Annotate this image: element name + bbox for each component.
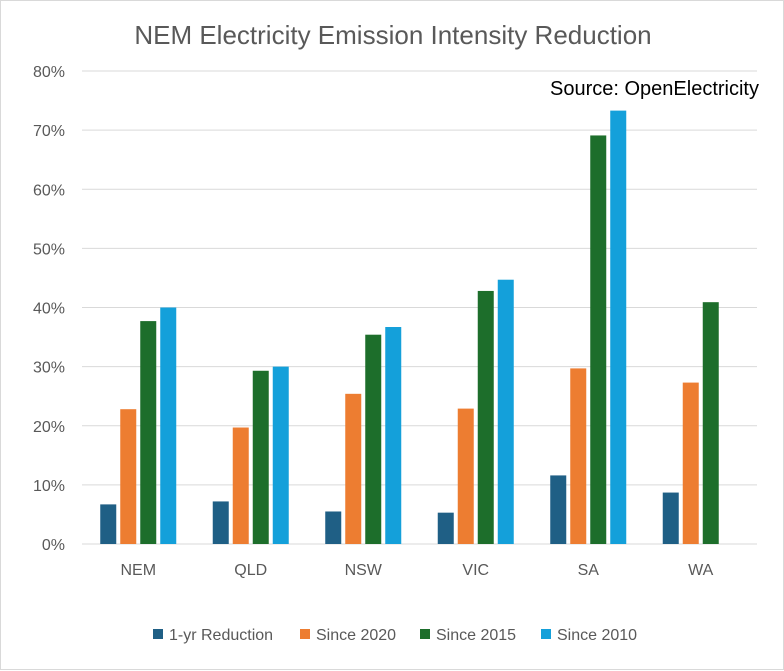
tick-labels: 0% 10% 20% 30% 40% 50% 60% 70% 80% NEM QLD NSW VIC SA…	[33, 64, 714, 579]
legend-item: Since 2015	[420, 627, 516, 644]
bar-sa-since-2015	[590, 135, 607, 545]
bar-vic-since-2020	[457, 408, 474, 544]
y-tick-label: 20%	[33, 419, 65, 436]
bar-nem-since-2015	[140, 321, 157, 544]
bar-qld-since-2020	[232, 427, 249, 544]
bar-nsw-since-2015	[365, 334, 382, 544]
legend-item: Since 2020	[300, 627, 396, 644]
bar-qld-since-2015	[252, 370, 269, 544]
y-tick-label: 70%	[33, 123, 65, 140]
legend: 1-yr Reduction Since 2020 Since 2015 Since …	[153, 627, 637, 644]
bar-nsw-since-2020	[345, 393, 362, 544]
y-tick-label: 10%	[33, 478, 65, 495]
y-tick-label: 30%	[33, 360, 65, 377]
x-tick-label: NEM	[120, 562, 156, 579]
legend-item: Since 2010	[541, 627, 637, 644]
bar-vic-since-2015	[477, 290, 494, 544]
y-tick-label: 50%	[33, 241, 65, 258]
legend-swatch	[420, 629, 430, 639]
bar-nem-since-2020	[120, 409, 137, 544]
y-tick-label: 40%	[33, 301, 65, 318]
x-tick-label: WA	[688, 562, 714, 579]
bar-wa-since-2015	[702, 302, 719, 544]
x-tick-label: NSW	[345, 562, 383, 579]
bar-qld-1-yr-reduction	[212, 501, 229, 544]
y-tick-label: 80%	[33, 64, 65, 81]
legend-label: Since 2015	[436, 627, 516, 644]
bar-qld-since-2010	[272, 366, 289, 544]
legend-label: 1-yr Reduction	[169, 627, 273, 644]
x-tick-label: SA	[578, 562, 600, 579]
y-tick-label: 0%	[42, 537, 65, 554]
x-tick-label: QLD	[234, 562, 267, 579]
bar-nsw-since-2010	[385, 327, 402, 544]
gridlines	[82, 70, 757, 545]
bar-vic-1-yr-reduction	[437, 512, 454, 544]
bar-nem-1-yr-reduction	[100, 504, 117, 544]
legend-item: 1-yr Reduction	[153, 627, 273, 644]
legend-swatch	[153, 629, 163, 639]
chart-title: NEM Electricity Emission Intensity Reduc…	[134, 20, 651, 50]
legend-swatch	[541, 629, 551, 639]
bar-sa-1-yr-reduction	[550, 475, 567, 544]
source-annotation: Source: OpenElectricity	[550, 78, 759, 100]
legend-label: Since 2010	[557, 627, 637, 644]
y-tick-label: 60%	[33, 182, 65, 199]
bar-wa-since-2020	[682, 382, 699, 544]
bar-sa-since-2010	[610, 110, 627, 545]
bars	[100, 110, 719, 545]
bar-vic-since-2010	[497, 279, 514, 544]
legend-swatch	[300, 629, 310, 639]
bar-nem-since-2010	[160, 307, 177, 544]
x-tick-label: VIC	[462, 562, 489, 579]
legend-label: Since 2020	[316, 627, 396, 644]
bar-sa-since-2020	[570, 368, 587, 544]
bar-nsw-1-yr-reduction	[325, 511, 342, 544]
bar-wa-1-yr-reduction	[662, 492, 679, 544]
